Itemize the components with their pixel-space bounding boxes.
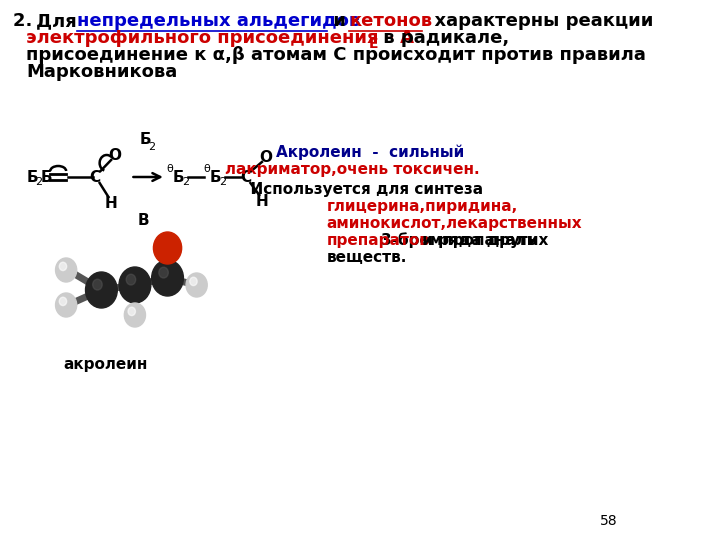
Text: и: и (327, 12, 352, 30)
Text: 2: 2 (219, 177, 226, 187)
Text: O: O (108, 147, 121, 163)
Text: Б: Б (27, 170, 38, 185)
Text: глицерина,пиридина,: глицерина,пиридина, (326, 199, 518, 214)
Text: Б: Б (139, 132, 151, 147)
Text: O: O (259, 150, 272, 165)
Circle shape (125, 303, 145, 327)
Text: в радикале,: в радикале, (377, 29, 509, 47)
Circle shape (55, 293, 77, 317)
Text: В: В (138, 213, 150, 228)
Text: акролеин: акролеин (63, 357, 148, 373)
Circle shape (93, 279, 102, 290)
Circle shape (59, 262, 67, 271)
Text: Марковникова: Марковникова (27, 63, 178, 81)
Text: электрофильного присоединения – А: электрофильного присоединения – А (27, 29, 415, 47)
Text: присоединение к α,β атомам С происходит против правила: присоединение к α,β атомам С происходит … (27, 46, 647, 64)
Text: 2: 2 (181, 177, 189, 187)
Text: Б: Б (210, 170, 222, 185)
Text: аминокислот,лекарственных: аминокислот,лекарственных (326, 216, 582, 231)
Text: Для: Для (36, 12, 83, 30)
Text: 2: 2 (148, 142, 156, 152)
Text: непредельных альдегидов: непредельных альдегидов (77, 12, 361, 30)
Text: H: H (104, 195, 117, 211)
Text: H: H (256, 193, 269, 208)
Text: θ: θ (204, 164, 210, 174)
Circle shape (119, 267, 150, 303)
Circle shape (86, 272, 117, 308)
Text: 58: 58 (600, 514, 617, 528)
Text: Б: Б (173, 170, 184, 185)
Circle shape (59, 297, 67, 306)
Text: препаратов: препаратов (326, 233, 429, 248)
Text: 2.: 2. (13, 12, 39, 30)
Text: Используется для синтеза: Используется для синтеза (240, 182, 483, 197)
Text: лакриматор,очень токсичен.: лакриматор,очень токсичен. (225, 162, 480, 177)
Text: E: E (369, 37, 378, 51)
Text: характерны реакции: характерны реакции (423, 12, 654, 30)
Text: кетонов: кетонов (349, 12, 432, 30)
Circle shape (152, 260, 184, 296)
Text: и ряда других: и ряда других (417, 233, 549, 248)
Circle shape (128, 307, 135, 315)
Text: θ: θ (167, 164, 174, 174)
Circle shape (190, 277, 197, 286)
Text: Б: Б (40, 170, 52, 185)
Circle shape (126, 274, 135, 285)
Circle shape (153, 232, 181, 264)
Text: C: C (240, 170, 251, 185)
Text: C: C (90, 170, 101, 185)
Text: Акролеин  -  сильный: Акролеин - сильный (276, 145, 464, 160)
Circle shape (55, 258, 77, 282)
Text: веществ.: веществ. (326, 250, 407, 265)
Circle shape (186, 273, 207, 297)
Circle shape (159, 267, 168, 278)
Text: 3-бромпропаналь: 3-бромпропаналь (381, 232, 536, 248)
Text: 2: 2 (35, 177, 42, 187)
